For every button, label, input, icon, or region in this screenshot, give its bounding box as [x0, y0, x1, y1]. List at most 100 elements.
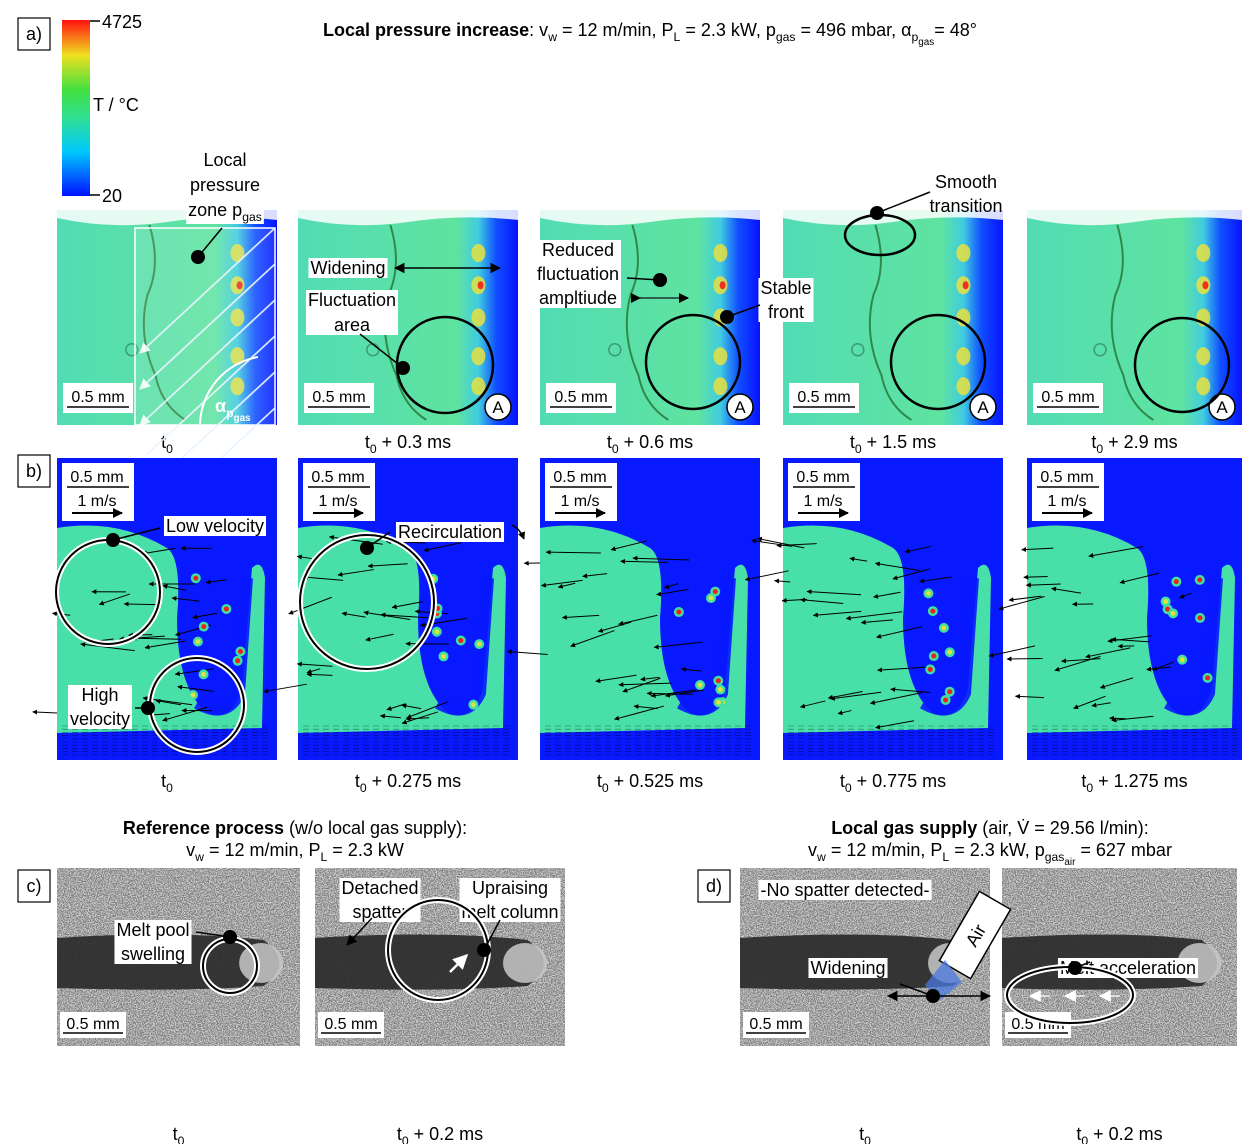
spatter-core	[925, 590, 931, 596]
bubble	[125, 343, 139, 357]
scale-bar-label: 0.5 mm	[1040, 469, 1093, 486]
hot-spot	[956, 244, 971, 262]
text-part: t	[859, 1124, 864, 1144]
marker-label: A	[1216, 398, 1228, 417]
angle-arc	[199, 356, 259, 426]
rich-text: area	[334, 315, 371, 335]
highlight-circle	[644, 313, 742, 411]
spatter-core	[931, 653, 937, 659]
velocity-vector	[545, 549, 601, 555]
spatter-core	[1165, 606, 1171, 612]
marker-circle	[1208, 393, 1236, 421]
velocity-vector	[162, 584, 187, 591]
velocity-vector	[1091, 702, 1111, 708]
label-box	[758, 880, 932, 900]
annotation-label: Stable front	[758, 278, 814, 322]
velocity-vector	[131, 635, 182, 641]
text-part: + 0.2 ms	[1088, 1124, 1163, 1144]
text-part: area	[334, 315, 371, 335]
velocity-vector	[860, 619, 893, 625]
velocity-vector	[296, 661, 333, 667]
text-part: -No spatter detected-	[760, 880, 929, 900]
text-part: transition	[929, 196, 1002, 216]
text-part: = 2.3 kW	[327, 840, 404, 860]
text-part: L	[674, 30, 681, 44]
melt-contour	[868, 224, 912, 421]
spatter-core	[947, 689, 953, 695]
label-box	[305, 290, 399, 335]
label-box	[163, 516, 267, 536]
text-part: 0	[1096, 442, 1103, 456]
annotation-label: Melt acceleration	[1057, 958, 1199, 978]
text-part: Reduced	[542, 240, 614, 260]
annotation-label: Reduced fluctuation ampltiude	[534, 240, 622, 308]
scale-bar-label: 0.5 mm	[312, 389, 365, 406]
text-part: Reference process	[123, 818, 284, 838]
rich-text: t0 + 0.3 ms	[365, 432, 451, 456]
melt-surface	[298, 210, 518, 226]
text-part: w	[547, 30, 557, 44]
subfigure-label: b)	[26, 461, 42, 481]
text-part: Melt pool	[116, 920, 189, 940]
text-part: ampltiude	[539, 288, 617, 308]
text-part: gas	[918, 37, 934, 48]
text-part: p	[226, 406, 233, 420]
spatter-core	[1170, 610, 1176, 616]
rich-text: swelling	[121, 944, 185, 964]
velocity-vector	[829, 691, 882, 701]
velocity-vector	[1021, 546, 1054, 552]
text-part: = 48°	[934, 20, 977, 40]
spatter-core	[1205, 675, 1211, 681]
text-part: zone p	[188, 200, 242, 220]
velocity-vector	[367, 563, 408, 569]
label-box	[758, 278, 814, 322]
velocity-vector	[664, 689, 704, 698]
velocity-vector	[1051, 586, 1082, 594]
velocity-vector	[162, 706, 208, 722]
spatter-core	[715, 699, 721, 705]
velocity-scale-label: 1 m/s	[560, 493, 599, 510]
text-part: w	[194, 850, 204, 864]
velocity-vector	[812, 610, 862, 618]
label-box	[67, 685, 133, 729]
spatter-core	[476, 641, 482, 647]
hot-spot	[230, 244, 245, 262]
text-part: + 0.3 ms	[377, 432, 452, 452]
scale-bar-label: 0.5 mm	[797, 389, 850, 406]
hot-spot	[471, 347, 486, 366]
rich-text: High	[81, 685, 118, 705]
velocity-vector	[892, 568, 931, 581]
rich-text: Local pressure increase: vw = 12 m/min, …	[323, 20, 977, 48]
scale-bar-label: 0.5 mm	[66, 1016, 119, 1033]
melt-surface	[1027, 210, 1242, 226]
rich-text: Smooth	[935, 172, 997, 192]
velocity-vector	[1111, 715, 1154, 723]
text-part: + 0.775 ms	[852, 771, 947, 791]
text-part: Recirculation	[398, 522, 502, 542]
spatter-core	[943, 697, 949, 703]
subfigure-label: c)	[27, 876, 42, 896]
text-part: fluctuation	[537, 264, 619, 284]
rich-text: velocity	[70, 709, 130, 729]
velocity-vector	[582, 573, 608, 579]
hot-spot	[230, 347, 245, 366]
velocity-vector	[423, 542, 462, 553]
velocity-vector	[664, 583, 679, 589]
velocity-vector	[653, 641, 703, 650]
text-part: t	[607, 432, 612, 452]
velocity-scale-label: 1 m/s	[318, 493, 357, 510]
melt-contour	[625, 224, 669, 421]
leader-line	[112, 527, 161, 541]
subfigure-box	[17, 869, 51, 903]
leader-line	[876, 191, 931, 214]
text-part: 0	[166, 442, 173, 456]
melt-region	[1027, 525, 1235, 733]
spatter-core	[676, 609, 682, 615]
marker-label: A	[492, 398, 504, 417]
spatter-core	[715, 678, 721, 684]
velocity-scale-label: 1 m/s	[77, 493, 116, 510]
text-part: 0	[1081, 1134, 1088, 1144]
velocity-vector	[1014, 693, 1044, 699]
scale-bar-label: 0.5 mm	[324, 1016, 377, 1033]
text-part: t	[173, 1124, 178, 1144]
